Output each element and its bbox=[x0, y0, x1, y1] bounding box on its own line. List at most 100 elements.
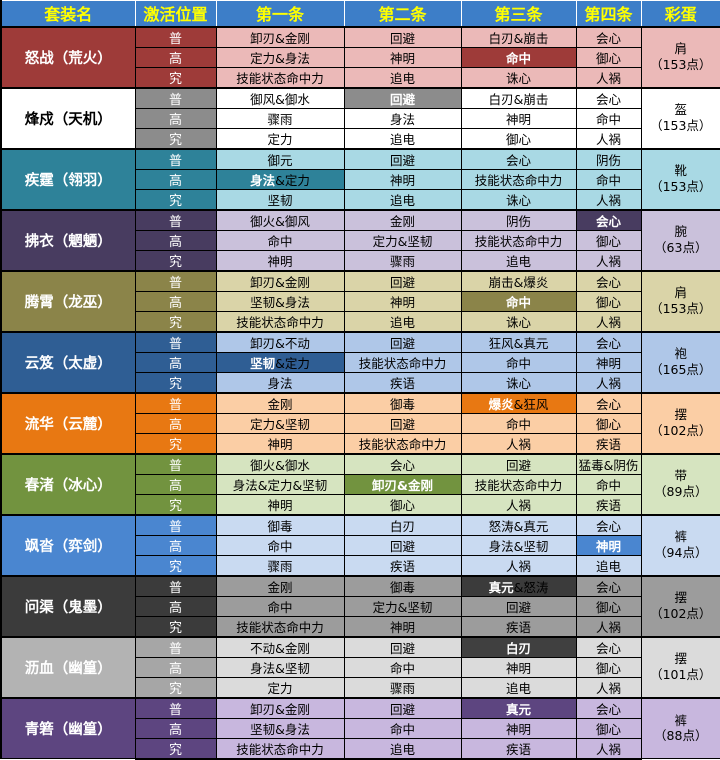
activation-tier: 高 bbox=[134, 351, 217, 373]
attribute-cell: 追电 bbox=[343, 188, 462, 210]
attribute-cell: 骤雨 bbox=[215, 107, 345, 129]
egg-slot: 盔 bbox=[674, 102, 687, 118]
attribute-cell: 会心 bbox=[575, 86, 642, 109]
set-name: 怒战（荒火） bbox=[0, 25, 136, 88]
set-row: 疾霆（翎羽）普御元 回避 会心 阴伤靴（153点） bbox=[0, 147, 720, 210]
table-header: 套装名 激活位置 第一条 第二条 第三条 第四条 彩蛋 bbox=[0, 0, 720, 28]
attribute-cell: 会心 bbox=[575, 574, 642, 597]
attribute-cell: 人祸 bbox=[575, 676, 642, 698]
attribute-cell: 御风&御水 bbox=[215, 86, 345, 109]
activation-tier: 普 bbox=[134, 452, 217, 475]
attribute-cell: 坚韧&身法 bbox=[215, 717, 345, 739]
attribute-cell: 金刚 bbox=[215, 391, 345, 414]
attribute-cell: 不动&金刚 bbox=[215, 635, 345, 658]
set-name: 春渚（冰心） bbox=[0, 452, 136, 515]
bonus-egg-cell: 肩（153点） bbox=[640, 269, 720, 332]
attribute-cell: 骤雨 bbox=[343, 676, 462, 698]
column-header-4: 第二条 bbox=[343, 0, 462, 28]
egg-points: （102点） bbox=[650, 606, 712, 621]
column-header-1: 套装名 bbox=[0, 0, 136, 28]
highlighted-attribute: 坚韧 bbox=[250, 355, 276, 371]
attribute-cell: 御心 bbox=[575, 229, 642, 251]
highlighted-attribute: 爆炎 bbox=[488, 396, 514, 412]
set-row: 高坚韧&身法 神明 命中 御心 bbox=[1, 290, 720, 312]
attribute-cell: 会心 bbox=[575, 696, 642, 719]
attribute-cell: 崩击&爆炎 bbox=[460, 269, 577, 292]
secondary-attribute: &定力 bbox=[275, 172, 310, 188]
egg-slot: 摆 bbox=[674, 590, 687, 606]
attribute-cell: 神明 bbox=[460, 717, 577, 739]
activation-tier: 究 bbox=[134, 371, 217, 393]
set-name: 青箬（幽篁） bbox=[0, 696, 136, 759]
bonus-egg-cell: 摆（101点） bbox=[640, 635, 720, 698]
attribute-cell: 定力&坚韧 bbox=[215, 412, 345, 434]
activation-tier: 究 bbox=[134, 493, 217, 515]
attribute-cell: 御毒 bbox=[343, 391, 462, 414]
attribute-cell: 身法&坚韧 bbox=[215, 656, 345, 678]
set-row: 高坚韧&身法 命中 神明 御心 bbox=[1, 717, 720, 739]
attribute-cell: 怒涛&真元 bbox=[460, 513, 577, 536]
attribute-cell: 定力&坚韧 bbox=[343, 595, 462, 617]
set-row: 高命中 定力&坚韧 回避 御心 bbox=[1, 595, 720, 617]
column-header-3: 第一条 bbox=[215, 0, 345, 28]
set-row: 怒战（荒火）普卸刃&金刚 回避 白刃&崩击 会心肩（153点） bbox=[0, 25, 720, 88]
header-row: 套装名 激活位置 第一条 第二条 第三条 第四条 彩蛋 bbox=[0, 0, 720, 28]
attribute-cell: 技能状态命中力 bbox=[460, 473, 577, 495]
bonus-egg-cell: 肩（153点） bbox=[640, 25, 720, 88]
activation-tier: 究 bbox=[134, 676, 217, 698]
attribute-cell: 阴伤 bbox=[575, 147, 642, 170]
attribute-cell: 人祸 bbox=[575, 737, 642, 760]
activation-tier: 普 bbox=[134, 574, 217, 597]
attribute-cell: 疾语 bbox=[343, 554, 462, 576]
attribute-cell: 御心 bbox=[575, 717, 642, 739]
set-name: 流华（云麓） bbox=[0, 391, 136, 454]
attribute-cell: 技能状态命中力 bbox=[215, 66, 345, 88]
attribute-cell: 诛心 bbox=[460, 66, 577, 88]
activation-tier: 高 bbox=[134, 412, 217, 434]
attribute-cell: 御毒 bbox=[215, 513, 345, 536]
set-row: 究定力 追电 御心 人祸 bbox=[1, 127, 720, 149]
egg-points: （153点） bbox=[650, 301, 712, 316]
attribute-cell: 技能状态命中力 bbox=[215, 615, 345, 637]
set-row: 究技能状态命中力 神明 疾语 人祸 bbox=[1, 615, 720, 637]
attribute-cell: 定力 bbox=[215, 676, 345, 698]
attribute-cell: 命中 bbox=[343, 656, 462, 678]
attribute-cell: 技能状态命中力 bbox=[215, 737, 345, 760]
activation-tier: 究 bbox=[134, 737, 217, 760]
activation-tier: 普 bbox=[134, 269, 217, 292]
attribute-cell: 神明 bbox=[575, 351, 642, 373]
activation-tier: 究 bbox=[134, 554, 217, 576]
attribute-cell: 定力&坚韧 bbox=[343, 229, 462, 251]
attribute-cell: 身法&坚韧 bbox=[460, 534, 577, 556]
set-name: 疾霆（翎羽） bbox=[0, 147, 136, 210]
attribute-cell: 御心 bbox=[343, 493, 462, 515]
attribute-cell: 疾语 bbox=[343, 371, 462, 393]
attribute-cell: 神明 bbox=[343, 168, 462, 190]
attribute-cell: 追电 bbox=[343, 310, 462, 332]
activation-tier: 高 bbox=[134, 229, 217, 251]
set-row: 究身法 疾语 诛心 人祸 bbox=[1, 371, 720, 393]
attribute-cell: 技能状态命中力 bbox=[343, 432, 462, 454]
bonus-egg-cell: 袍（165点） bbox=[640, 330, 720, 393]
set-row: 问渠（鬼墨）普金刚 御毒 真元&怒涛 会心摆（102点） bbox=[0, 574, 720, 637]
activation-tier: 高 bbox=[134, 168, 217, 190]
attribute-cell: 猛毒&阴伤 bbox=[575, 452, 642, 475]
column-header-2: 激活位置 bbox=[134, 0, 217, 28]
attribute-cell: 命中 bbox=[460, 351, 577, 373]
attribute-cell: 命中 bbox=[215, 534, 345, 556]
set-row: 飒沓（弈剑）普御毒 白刃 怒涛&真元 会心裤（94点） bbox=[0, 513, 720, 576]
attribute-cell: 回避 bbox=[343, 412, 462, 434]
set-name: 腾霄（龙巫） bbox=[0, 269, 136, 332]
highlighted-attribute: 身法 bbox=[250, 172, 276, 188]
activation-tier: 高 bbox=[134, 595, 217, 617]
set-row: 究技能状态命中力 追电 诛心 人祸 bbox=[1, 310, 720, 332]
attribute-cell: 会心 bbox=[575, 269, 642, 292]
attribute-cell: 回避 bbox=[343, 696, 462, 719]
attribute-cell: 身法 bbox=[215, 371, 345, 393]
set-row: 高命中 回避 身法&坚韧 神明 bbox=[1, 534, 720, 556]
attribute-cell: 真元&怒涛 bbox=[460, 574, 577, 597]
activation-tier: 究 bbox=[134, 615, 217, 637]
secondary-attribute: &怒涛 bbox=[513, 579, 549, 595]
set-name: 沥血（幽篁） bbox=[0, 635, 136, 698]
